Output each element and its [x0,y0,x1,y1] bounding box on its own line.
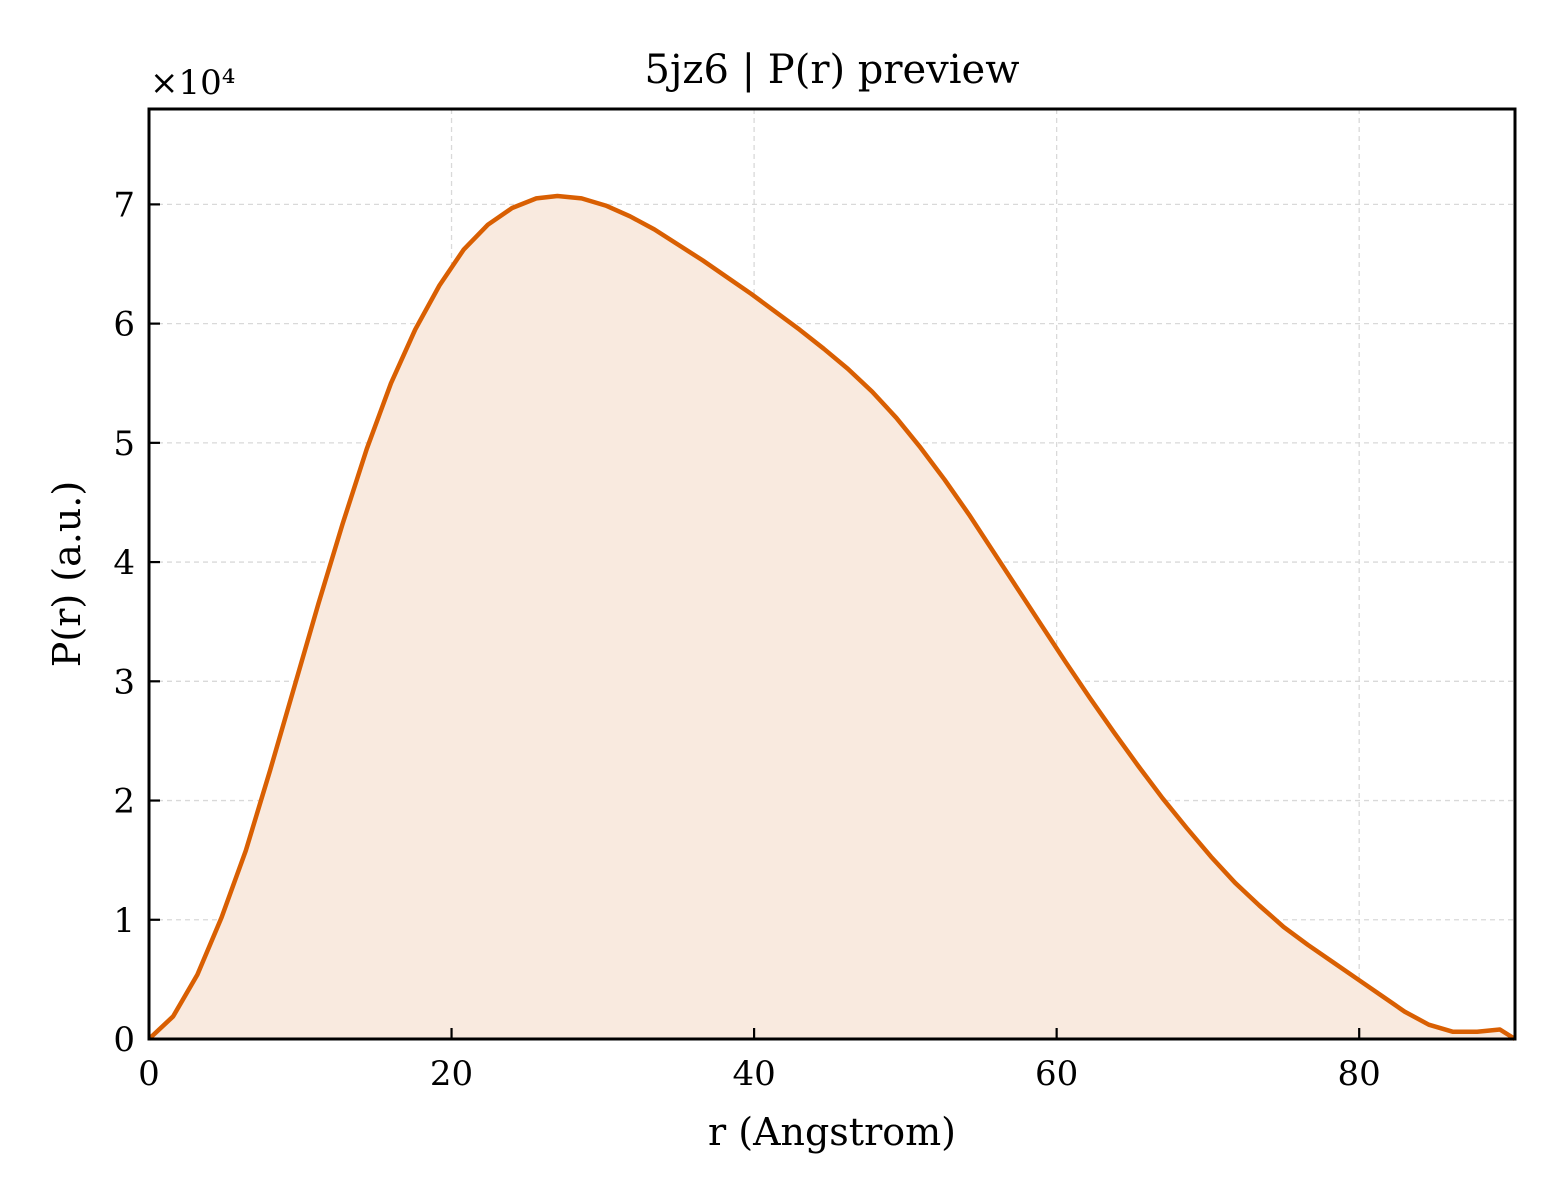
x-axis-label: r (Angstrom) [708,1110,956,1154]
x-tick-label: 80 [1338,1054,1381,1094]
chart-title: 5jz6 | P(r) preview [645,47,1020,93]
y-axis-scale-label: ×10⁴ [150,63,235,103]
axis-ticks: 0 20 40 60 80 0 1 2 3 4 5 6 7 [113,185,1380,1094]
x-tick-label: 20 [430,1054,473,1094]
y-tick-label: 3 [113,662,135,702]
x-tick-label: 40 [732,1054,775,1094]
pr-area-fill [149,196,1515,1039]
x-tick-label: 60 [1035,1054,1078,1094]
y-tick-label: 5 [113,424,135,464]
pr-curve-line [147,193,1517,1041]
plot-frame [147,107,1517,1041]
y-tick-label: 6 [113,305,135,345]
y-tick-label: 0 [113,1020,135,1060]
x-tick-label: 0 [138,1054,160,1094]
y-tick-label: 7 [113,185,135,225]
y-axis-label: P(r) (a.u.) [45,481,89,667]
y-tick-label: 1 [113,901,135,941]
y-tick-label: 2 [113,782,135,822]
y-tick-label: 4 [113,543,135,583]
